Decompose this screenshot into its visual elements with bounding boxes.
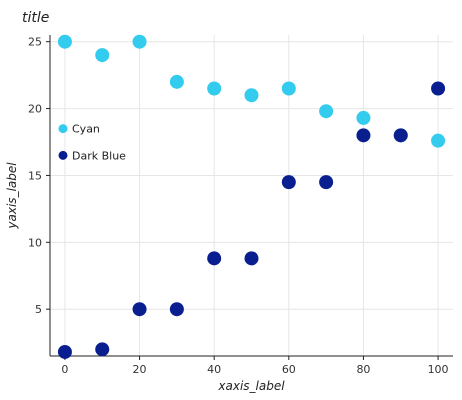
y-axis-title: yaxis_label xyxy=(5,162,19,230)
y-tick-label: 5 xyxy=(35,303,42,316)
cyan-point xyxy=(281,81,296,96)
legend: Cyan Dark Blue xyxy=(58,123,126,162)
cyan-point xyxy=(244,88,259,103)
y-tick-label: 10 xyxy=(28,236,42,249)
grid xyxy=(50,35,453,356)
cyan-point xyxy=(431,133,446,148)
dark-blue-point xyxy=(169,302,184,317)
x-tick-label: 100 xyxy=(428,363,449,376)
cyan-point xyxy=(95,48,110,63)
y-tick-label: 15 xyxy=(28,169,42,182)
axes: 0 20 40 60 80 100 5 10 15 20 25 xyxy=(28,35,453,376)
x-axis-title: xaxis_label xyxy=(217,379,285,393)
legend-cyan-swatch xyxy=(58,124,68,134)
x-tick-label: 60 xyxy=(282,363,296,376)
y-tick-label: 20 xyxy=(28,103,42,116)
legend-cyan-label: Cyan xyxy=(72,123,100,136)
dark-blue-point xyxy=(431,81,446,96)
cyan-point xyxy=(356,110,371,125)
dark-blue-point xyxy=(57,344,72,359)
x-tick-label: 80 xyxy=(356,363,370,376)
dark-blue-point xyxy=(393,128,408,143)
dark-blue-point xyxy=(207,251,222,266)
legend-dark-blue-label: Dark Blue xyxy=(72,149,126,162)
cyan-point xyxy=(169,74,184,89)
data-points xyxy=(57,34,446,359)
dark-blue-point xyxy=(95,342,110,357)
legend-dark-blue-swatch xyxy=(58,150,68,160)
cyan-point xyxy=(319,104,334,119)
cyan-point xyxy=(57,34,72,49)
dark-blue-point xyxy=(132,302,147,317)
chart-title: title xyxy=(22,10,49,26)
dark-blue-point xyxy=(319,175,334,190)
x-tick-label: 0 xyxy=(61,363,68,376)
dark-blue-point xyxy=(244,251,259,266)
x-tick-label: 20 xyxy=(133,363,147,376)
x-tick-label: 40 xyxy=(207,363,221,376)
cyan-point xyxy=(207,81,222,96)
dark-blue-point xyxy=(356,128,371,143)
dark-blue-point xyxy=(281,175,296,190)
cyan-point xyxy=(132,34,147,49)
y-tick-label: 25 xyxy=(28,36,42,49)
